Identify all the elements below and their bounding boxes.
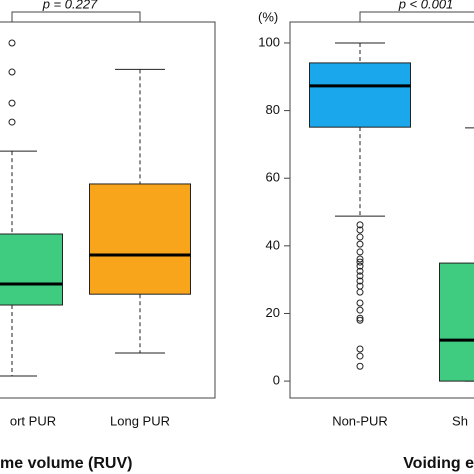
- outlier: [356, 226, 364, 234]
- outlier: [356, 314, 364, 322]
- x-axis-title: me volume (RUV): [0, 455, 132, 472]
- outlier: [356, 248, 364, 256]
- box: [439, 262, 474, 382]
- plot-frame: [289, 21, 474, 399]
- box: [89, 183, 191, 295]
- outlier: [356, 258, 364, 266]
- outlier: [356, 352, 364, 360]
- outlier: [356, 262, 364, 270]
- outlier: [356, 255, 364, 263]
- plot-frame: [0, 21, 216, 399]
- outlier: [356, 267, 364, 275]
- outlier: [356, 288, 364, 296]
- box: [0, 233, 63, 306]
- y-tick-label: 100: [258, 34, 280, 49]
- outlier: [356, 316, 364, 324]
- significance-bracket: [359, 11, 474, 22]
- y-tick-label: 0: [273, 373, 280, 388]
- x-axis-title: Voiding e: [403, 455, 474, 472]
- y-tick-label: 40: [266, 237, 280, 252]
- outlier: [8, 99, 16, 107]
- outlier: [8, 39, 16, 47]
- x-tick-label: Sh: [452, 413, 468, 428]
- outlier: [356, 299, 364, 307]
- x-tick-label: Non-PUR: [332, 413, 388, 428]
- significance-bracket: [11, 11, 141, 22]
- outlier: [356, 362, 364, 370]
- x-tick-label: ort PUR: [10, 413, 56, 428]
- y-tick-label: 20: [266, 305, 280, 320]
- outlier: [356, 221, 364, 229]
- p-value: p = 0.227: [42, 0, 98, 11]
- y-unit: (%): [258, 9, 278, 24]
- outlier: [356, 272, 364, 280]
- y-tick-label: 60: [266, 170, 280, 185]
- outlier: [8, 68, 16, 76]
- x-tick-label: Long PUR: [110, 413, 170, 428]
- outlier: [356, 345, 364, 353]
- box: [309, 62, 411, 128]
- outlier: [356, 306, 364, 314]
- outlier: [356, 233, 364, 241]
- y-tick-label: 80: [266, 102, 280, 117]
- outlier: [356, 240, 364, 248]
- outlier: [356, 277, 364, 285]
- p-value: p < 0.001: [398, 0, 454, 11]
- outlier: [8, 118, 16, 126]
